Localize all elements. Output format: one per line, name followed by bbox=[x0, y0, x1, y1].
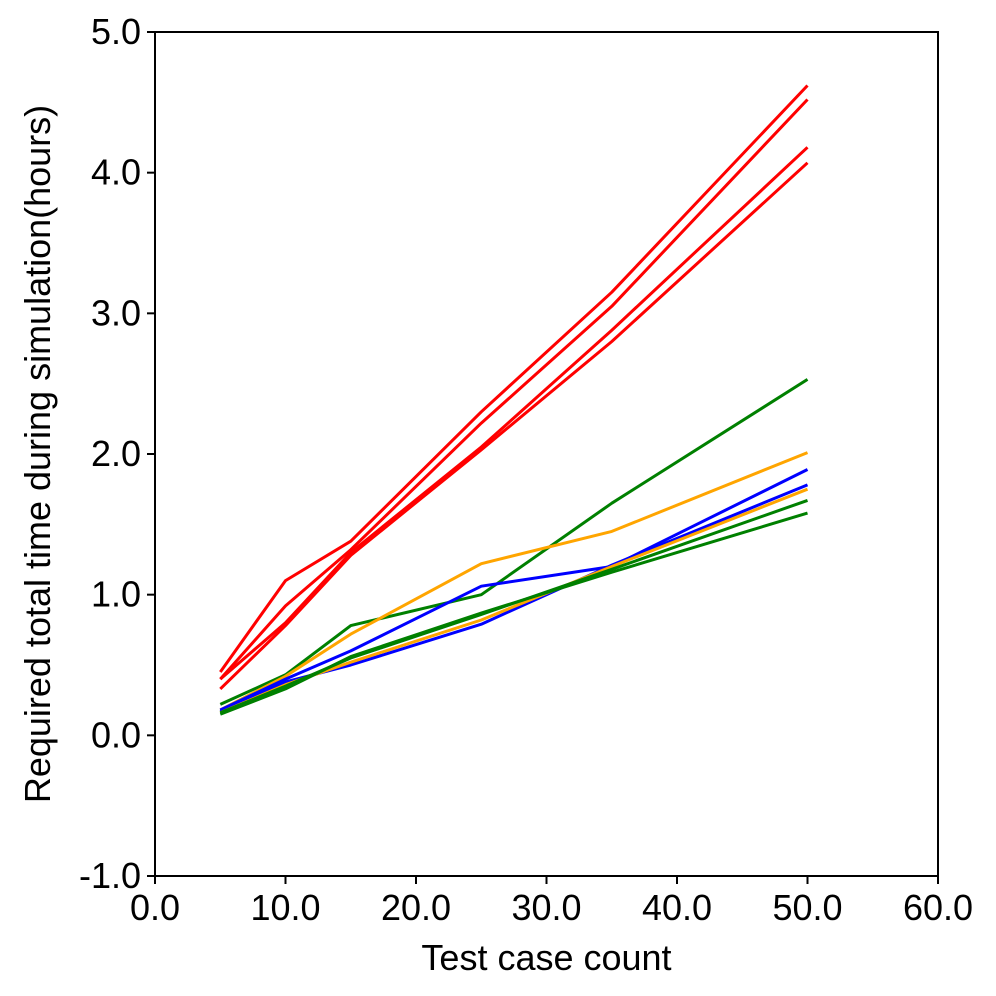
x-tick-label: 30.0 bbox=[511, 887, 581, 928]
y-tick-label: 0.0 bbox=[91, 714, 141, 755]
x-tick-label: 20.0 bbox=[381, 887, 451, 928]
y-tick-label: -1.0 bbox=[79, 855, 141, 896]
series-line-5 bbox=[219, 378, 809, 706]
y-tick-label: 2.0 bbox=[91, 433, 141, 474]
x-tick-label: 10.0 bbox=[250, 887, 320, 928]
plot-frame bbox=[154, 31, 939, 877]
series-line-7 bbox=[219, 468, 809, 712]
x-axis-title: Test case count bbox=[421, 937, 671, 978]
x-tick-label: 50.0 bbox=[772, 887, 842, 928]
x-tick-label: 60.0 bbox=[903, 887, 973, 928]
series-line-1 bbox=[219, 84, 809, 673]
series-line-4 bbox=[219, 161, 809, 690]
y-tick-label: 3.0 bbox=[91, 292, 141, 333]
series-line-6 bbox=[219, 451, 809, 712]
y-tick-label: 4.0 bbox=[91, 152, 141, 193]
axis-ticks: 0.0 10.0 20.0 30.0 40.0 50.0 60.0-1.00.01.02.0… bbox=[79, 11, 973, 928]
series-line-8 bbox=[219, 483, 809, 713]
series-line-2 bbox=[219, 98, 809, 681]
y-axis-title: Required total time during simulation(ho… bbox=[17, 105, 58, 803]
x-tick-label: 40.0 bbox=[642, 887, 712, 928]
x-tick-label: 0.0 bbox=[130, 887, 180, 928]
series-line-3 bbox=[219, 146, 809, 681]
y-tick-label: 5.0 bbox=[91, 11, 141, 52]
series-group bbox=[219, 84, 809, 716]
y-tick-label: 1.0 bbox=[91, 574, 141, 615]
series-line-11 bbox=[219, 511, 808, 716]
